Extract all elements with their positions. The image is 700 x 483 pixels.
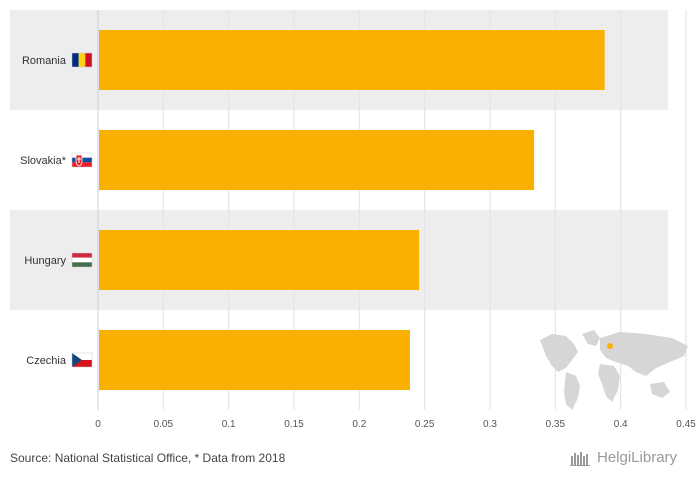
slovakia-flag-icon [71, 152, 93, 168]
x-tick-label: 0.25 [415, 419, 435, 430]
library-logo-icon [570, 451, 590, 466]
category-labels: Romania Slovakia* Hungary Czechia [20, 55, 67, 367]
x-tick-label: 0.15 [284, 419, 304, 430]
bar [99, 130, 535, 190]
romania-flag-icon [71, 52, 93, 68]
x-tick-label: 0.35 [546, 419, 566, 430]
x-tick-labels: 0 0.05 0.1 0.15 0.2 0.25 0.3 0.35 0.4 0.45 [95, 419, 696, 430]
bar [99, 330, 410, 390]
bars [99, 30, 605, 390]
x-tick-label: 0.45 [676, 419, 696, 430]
category-label: Romania [22, 55, 67, 67]
europe-highlight-marker [607, 343, 613, 349]
world-map-icon [540, 330, 688, 410]
x-tick-label: 0.4 [614, 419, 628, 430]
x-tick-label: 0 [95, 419, 101, 430]
category-label: Hungary [24, 255, 66, 267]
source-note: Source: National Statistical Office, * D… [10, 451, 286, 465]
hungary-flag-icon [71, 252, 93, 268]
bar [99, 30, 605, 90]
x-tick-label: 0.1 [222, 419, 236, 430]
brand-name: HelgiLibrary [597, 449, 678, 466]
category-label: Slovakia* [20, 155, 67, 167]
x-tick-label: 0.3 [483, 419, 497, 430]
brand-logo: HelgiLibrary [570, 449, 677, 466]
bar [99, 230, 420, 290]
x-tick-label: 0.05 [154, 419, 174, 430]
flags [71, 52, 93, 368]
category-label: Czechia [26, 355, 67, 367]
czechia-flag-icon [71, 352, 93, 368]
x-tick-label: 0.2 [352, 419, 366, 430]
